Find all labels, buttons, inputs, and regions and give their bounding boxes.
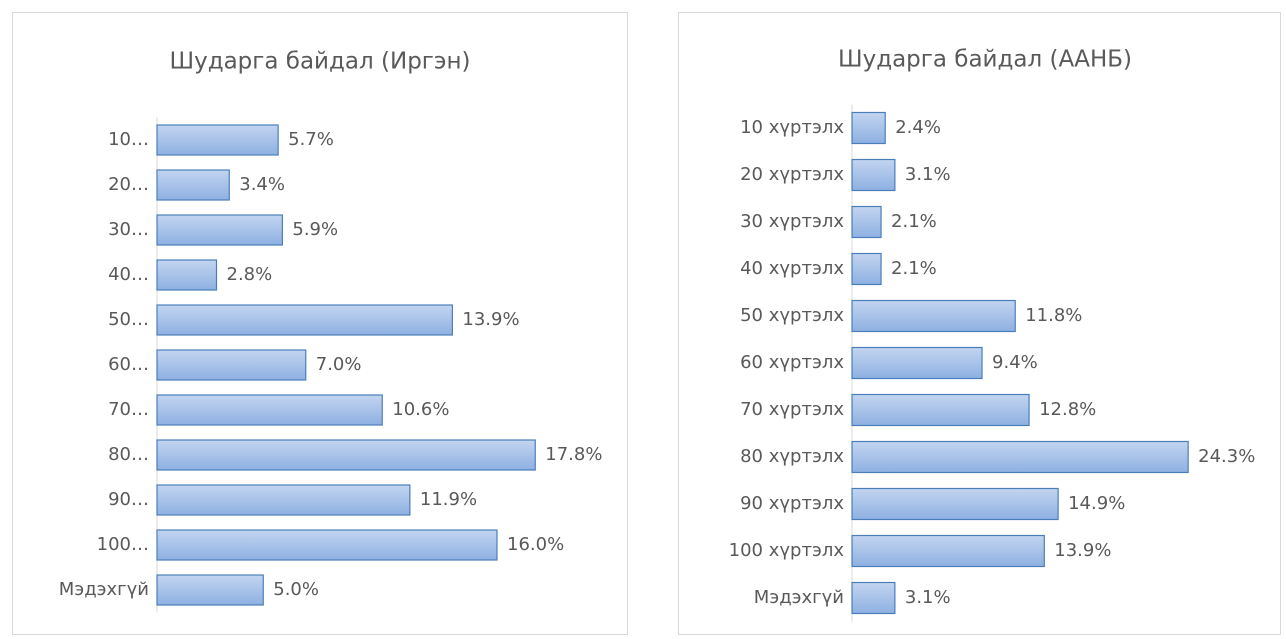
y-tick-label: 70 хүртэлх <box>740 399 844 420</box>
data-label: 2.4% <box>895 117 941 138</box>
bar <box>156 574 264 606</box>
y-tick-label: 80… <box>108 444 149 465</box>
y-tick-label: 100… <box>97 534 149 555</box>
chart-title: Шударга байдал (Иргэн) <box>169 49 470 75</box>
y-tick-label: 50… <box>108 309 149 330</box>
y-tick-label: 30… <box>108 219 149 240</box>
data-label: 3.4% <box>239 174 285 195</box>
data-label: 12.8% <box>1039 399 1096 420</box>
data-label: 11.9% <box>420 489 477 510</box>
y-tick-label: 80 хүртэлх <box>740 446 844 467</box>
y-tick-label: 70… <box>108 399 149 420</box>
bar <box>851 393 1030 427</box>
y-tick-label: 50 хүртэлх <box>740 305 844 326</box>
y-tick-label: 90… <box>108 489 149 510</box>
bar <box>851 581 896 615</box>
data-label: 5.7% <box>288 129 334 150</box>
y-tick-label: 20 хүртэлх <box>740 164 844 185</box>
bar <box>156 484 411 516</box>
data-label: 2.1% <box>891 258 937 279</box>
data-label: 3.1% <box>905 164 951 185</box>
chart-title: Шударга байдал (ААНБ) <box>838 47 1132 73</box>
data-label: 13.9% <box>1054 540 1111 561</box>
data-label: 2.1% <box>891 211 937 232</box>
bar <box>156 529 498 561</box>
data-label: 5.9% <box>292 219 338 240</box>
data-label: 13.9% <box>462 309 519 330</box>
y-tick-label: 60… <box>108 354 149 375</box>
y-tick-label: Мэдэхгүй <box>59 579 149 600</box>
y-tick-label: Мэдэхгүй <box>754 587 844 608</box>
bar <box>851 440 1189 474</box>
bar <box>156 214 283 246</box>
data-label: 7.0% <box>316 354 362 375</box>
bar <box>851 487 1059 521</box>
data-label: 17.8% <box>545 444 602 465</box>
bar <box>851 111 886 145</box>
data-label: 3.1% <box>905 587 951 608</box>
y-tick-label: 20… <box>108 174 149 195</box>
bar <box>851 299 1016 333</box>
y-tick-label: 30 хүртэлх <box>740 211 844 232</box>
bar <box>156 439 536 471</box>
data-label: 14.9% <box>1068 493 1125 514</box>
data-label: 10.6% <box>392 399 449 420</box>
y-tick-label: 60 хүртэлх <box>740 352 844 373</box>
y-tick-label: 40 хүртэлх <box>740 258 844 279</box>
data-label: 9.4% <box>992 352 1038 373</box>
bar <box>851 205 882 239</box>
bar <box>156 304 453 336</box>
bar <box>851 252 882 286</box>
bar <box>156 169 230 201</box>
data-label: 2.8% <box>227 264 273 285</box>
y-tick-label: 90 хүртэлх <box>740 493 844 514</box>
data-label: 24.3% <box>1198 446 1255 467</box>
y-tick-label: 40… <box>108 264 149 285</box>
bar <box>851 346 983 380</box>
y-tick-label: 10… <box>108 129 149 150</box>
data-label: 11.8% <box>1025 305 1082 326</box>
bar <box>156 394 383 426</box>
bar <box>851 534 1045 568</box>
bar <box>156 124 279 156</box>
y-tick-label: 10 хүртэлх <box>740 117 844 138</box>
bar <box>156 259 218 291</box>
y-tick-label: 100 хүртэлх <box>729 540 845 561</box>
data-label: 16.0% <box>507 534 564 555</box>
bar <box>156 349 307 381</box>
data-label: 5.0% <box>273 579 319 600</box>
bar <box>851 158 896 192</box>
